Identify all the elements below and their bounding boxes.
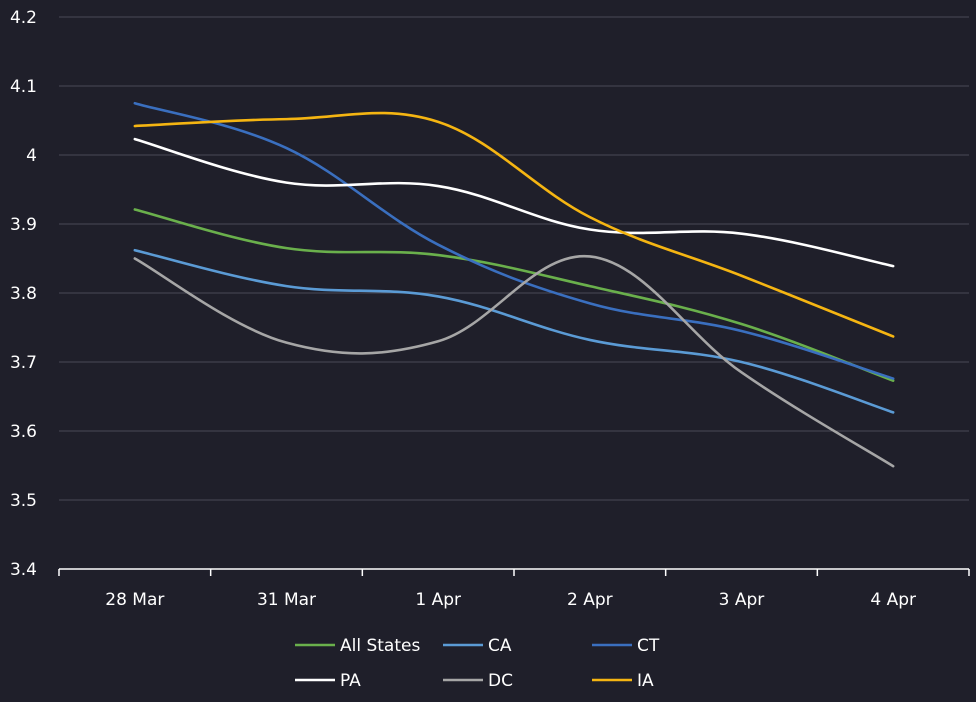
y-tick-label: 4.1 xyxy=(10,77,37,97)
y-tick-label: 4 xyxy=(26,146,37,166)
series-line-dc xyxy=(133,255,895,468)
x-tick-label: 2 Apr xyxy=(567,590,613,610)
y-tick-label: 3.9 xyxy=(10,215,37,235)
y-tick-label: 3.8 xyxy=(10,284,37,304)
legend-label-ct: CT xyxy=(637,636,660,656)
series-line-all-states xyxy=(133,208,895,382)
y-tick-label: 3.6 xyxy=(10,422,37,442)
x-tick-label: 3 Apr xyxy=(719,590,765,610)
legend-label-ia: IA xyxy=(637,671,654,691)
series-line-pa xyxy=(133,137,895,268)
x-tick-label: 31 Mar xyxy=(257,590,316,610)
y-tick-label: 3.5 xyxy=(10,491,37,511)
y-tick-label: 3.4 xyxy=(10,560,37,580)
series-lines xyxy=(133,101,895,468)
legend-label-ca: CA xyxy=(488,636,512,656)
legend-label-dc: DC xyxy=(488,671,513,691)
x-tick-label: 28 Mar xyxy=(105,590,164,610)
y-axis-tick-labels: 3.4 3.5 3.6 3.7 3.8 3.9 4 4.1 4.2 xyxy=(10,8,37,580)
legend: All States CA CT PA DC IA xyxy=(295,636,660,691)
series-line-ia xyxy=(133,111,895,338)
x-tick-label: 4 Apr xyxy=(870,590,916,610)
series-line-ca xyxy=(133,248,895,414)
gridlines xyxy=(59,16,969,501)
x-axis: 28 Mar 31 Mar 1 Apr 2 Apr 3 Apr 4 Apr xyxy=(58,568,970,610)
legend-label-pa: PA xyxy=(340,671,361,691)
y-tick-label: 3.7 xyxy=(10,353,37,373)
x-tick-label: 1 Apr xyxy=(415,590,461,610)
legend-label-all-states: All States xyxy=(340,636,420,656)
y-tick-label: 4.2 xyxy=(10,8,37,28)
series-line-ct xyxy=(133,101,895,380)
